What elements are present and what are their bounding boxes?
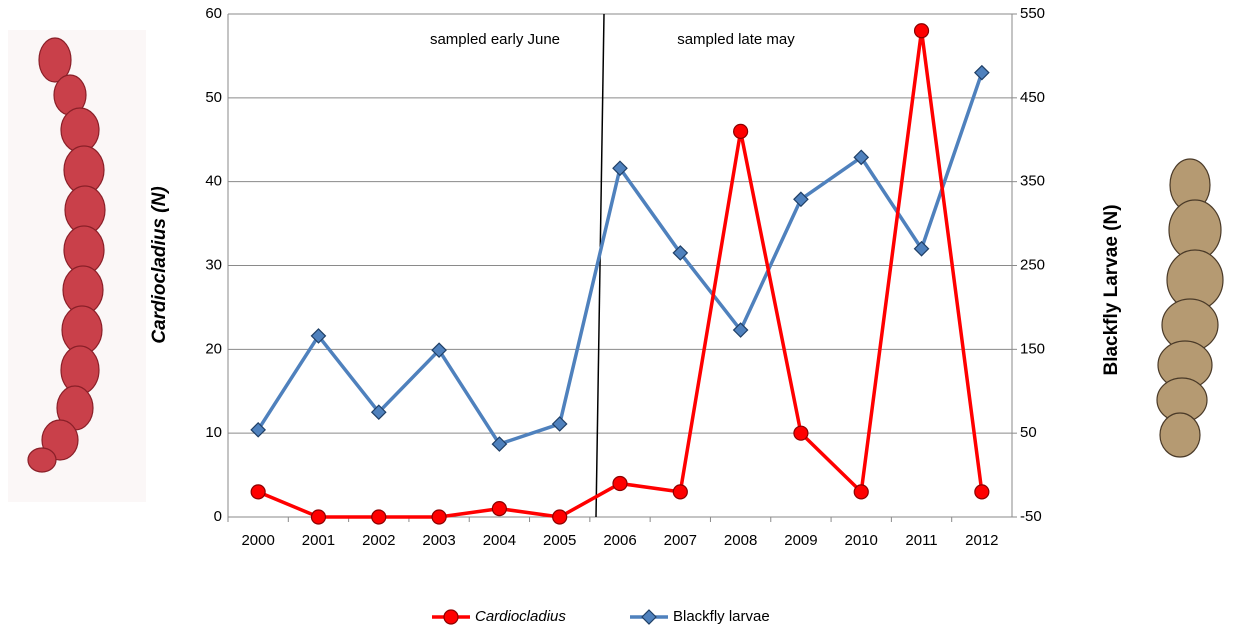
point	[853, 484, 869, 500]
x-tick-label: 2003	[422, 532, 455, 549]
y2-tick-label: 150	[1020, 340, 1045, 357]
x-tick-label: 2012	[965, 532, 998, 549]
x-tick-label: 2006	[603, 532, 636, 549]
y-tick-label: 30	[205, 256, 222, 273]
y-tick-label: 40	[205, 173, 222, 190]
y2-axis-label: Blackfly Larvae (N)	[1101, 204, 1122, 375]
point	[552, 509, 568, 525]
point	[973, 64, 990, 81]
legend-label: Cardiocladius	[475, 608, 566, 625]
point	[913, 240, 930, 257]
x-tick-label: 2008	[724, 532, 757, 549]
y-tick-label: 10	[205, 424, 222, 441]
y2-tick-label: 550	[1020, 5, 1045, 22]
point	[250, 484, 266, 500]
point	[732, 322, 749, 338]
y2-tick-label: 50	[1020, 424, 1037, 441]
point	[431, 342, 447, 359]
x-tick-label: 2009	[784, 532, 817, 549]
y2-tick-label: 450	[1020, 89, 1045, 106]
legend-marker	[443, 609, 459, 625]
y2-tick-label: -50	[1020, 508, 1042, 525]
point	[672, 484, 688, 500]
point	[371, 509, 387, 525]
grid	[228, 13, 1012, 518]
legend-marker	[641, 609, 657, 625]
point	[431, 509, 447, 525]
point	[793, 191, 809, 208]
point	[974, 484, 990, 500]
x-tick-label: 2010	[845, 532, 878, 549]
point	[370, 404, 387, 421]
point	[612, 475, 628, 492]
y2-tick-label: 350	[1020, 173, 1045, 190]
point	[793, 425, 809, 441]
point	[733, 123, 749, 139]
series-line	[257, 29, 984, 519]
y-tick-label: 20	[205, 340, 222, 357]
point	[310, 509, 327, 525]
legend-label: Blackfly larvae	[673, 608, 770, 625]
larva-illustration-left	[8, 30, 146, 502]
x-tick-label: 2005	[543, 532, 576, 549]
x-tick-label: 2002	[362, 532, 395, 549]
x-tick-label: 2011	[905, 532, 937, 549]
point	[310, 328, 327, 344]
annotation: sampled early June	[430, 31, 560, 48]
y-tick-label: 0	[214, 508, 222, 525]
point	[913, 23, 930, 39]
y2-tick-label: 250	[1020, 256, 1045, 273]
point	[551, 416, 568, 432]
x-tick-label: 2004	[483, 532, 516, 549]
point	[250, 421, 267, 438]
y-tick-label: 50	[205, 89, 222, 106]
larva-illustration-right	[1156, 158, 1224, 458]
point	[853, 149, 870, 166]
point	[491, 501, 507, 517]
point	[612, 160, 628, 177]
sampling-divider	[595, 13, 605, 518]
y-tick-label: 60	[205, 5, 222, 22]
annotation: sampled late may	[677, 31, 795, 48]
y-axis-label: Cardiocladius (N)	[149, 186, 170, 343]
point	[672, 245, 689, 261]
point	[491, 436, 508, 452]
x-tick-label: 2001	[302, 532, 335, 549]
x-tick-label: 2007	[664, 532, 697, 549]
x-tick-label: 2000	[241, 532, 274, 549]
